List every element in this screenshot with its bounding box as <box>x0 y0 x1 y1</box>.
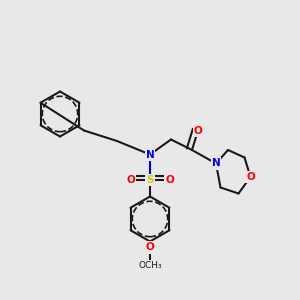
Text: O: O <box>194 125 202 136</box>
Text: O: O <box>126 175 135 185</box>
Text: S: S <box>146 175 154 185</box>
Text: O: O <box>146 242 154 253</box>
Text: O: O <box>246 172 255 182</box>
Text: N: N <box>146 149 154 160</box>
Text: OCH₃: OCH₃ <box>138 261 162 270</box>
Text: O: O <box>165 175 174 185</box>
Text: N: N <box>212 158 220 169</box>
